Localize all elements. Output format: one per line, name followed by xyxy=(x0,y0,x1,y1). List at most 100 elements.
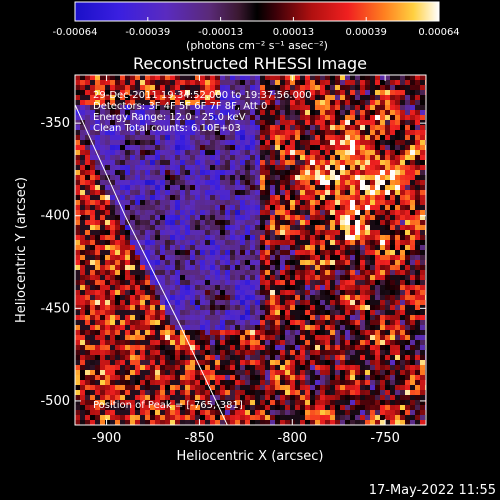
heatmap-cell xyxy=(325,410,331,416)
heatmap-cell xyxy=(225,155,231,161)
heatmap-cell xyxy=(370,165,376,171)
heatmap-cell xyxy=(195,345,201,351)
heatmap-cell xyxy=(285,240,291,246)
heatmap-cell xyxy=(380,205,386,211)
heatmap-cell xyxy=(405,370,411,376)
heatmap-cell xyxy=(75,350,81,356)
heatmap-cell xyxy=(390,360,396,366)
heatmap-cell xyxy=(310,200,316,206)
heatmap-cell xyxy=(270,265,276,271)
heatmap-cell xyxy=(220,165,226,171)
heatmap-cell xyxy=(175,215,181,221)
heatmap-cell xyxy=(285,280,291,286)
heatmap-cell xyxy=(95,415,101,421)
heatmap-cell xyxy=(170,360,176,366)
heatmap-cell xyxy=(415,245,421,251)
heatmap-cell xyxy=(315,300,321,306)
heatmap-cell xyxy=(105,250,111,256)
heatmap-cell xyxy=(345,165,351,171)
heatmap-cell xyxy=(255,165,261,171)
heatmap-cell xyxy=(410,85,416,91)
heatmap-cell xyxy=(285,230,291,236)
heatmap-cell xyxy=(320,105,326,111)
heatmap-cell xyxy=(115,160,121,166)
heatmap-cell xyxy=(210,365,216,371)
heatmap-cell xyxy=(145,180,151,186)
heatmap-cell xyxy=(235,320,241,326)
heatmap-cell xyxy=(155,145,161,151)
heatmap-cell xyxy=(265,220,271,226)
heatmap-cell xyxy=(310,195,316,201)
heatmap-cell xyxy=(415,345,421,351)
heatmap-cell xyxy=(140,360,146,366)
heatmap-cell xyxy=(125,280,131,286)
heatmap-cell xyxy=(230,385,236,391)
heatmap-cell xyxy=(110,140,116,146)
heatmap-cell xyxy=(410,385,416,391)
heatmap-cell xyxy=(110,350,116,356)
heatmap-cell xyxy=(145,95,151,101)
heatmap-cell xyxy=(105,240,111,246)
heatmap-cell xyxy=(255,255,261,261)
heatmap-cell xyxy=(170,315,176,321)
heatmap-cell xyxy=(230,285,236,291)
heatmap-cell xyxy=(300,230,306,236)
heatmap-cell xyxy=(225,410,231,416)
heatmap-cell xyxy=(180,305,186,311)
heatmap-cell xyxy=(205,200,211,206)
heatmap-cell xyxy=(165,280,171,286)
heatmap-cell xyxy=(215,90,221,96)
heatmap-cell xyxy=(240,175,246,181)
heatmap-cell xyxy=(95,150,101,156)
heatmap-cell xyxy=(410,80,416,86)
heatmap-cell xyxy=(100,385,106,391)
heatmap-cell xyxy=(395,315,401,321)
heatmap-cell xyxy=(375,170,381,176)
heatmap-cell xyxy=(195,245,201,251)
heatmap-cell xyxy=(130,215,136,221)
heatmap-cell xyxy=(285,300,291,306)
heatmap-cell xyxy=(75,340,81,346)
heatmap-cell xyxy=(245,180,251,186)
heatmap-cell xyxy=(115,90,121,96)
heatmap-cell xyxy=(330,180,336,186)
heatmap-cell xyxy=(235,215,241,221)
heatmap-cell xyxy=(265,415,271,421)
heatmap-cell xyxy=(105,105,111,111)
heatmap-cell xyxy=(320,275,326,281)
heatmap-cell xyxy=(230,145,236,151)
heatmap-cell xyxy=(255,155,261,161)
heatmap-cell xyxy=(200,285,206,291)
heatmap-cell xyxy=(340,340,346,346)
heatmap-cell xyxy=(265,145,271,151)
heatmap-cell xyxy=(90,310,96,316)
heatmap-cell xyxy=(300,170,306,176)
heatmap-cell xyxy=(215,380,221,386)
heatmap-cell xyxy=(130,270,136,276)
heatmap-cell xyxy=(295,390,301,396)
heatmap-cell xyxy=(225,395,231,401)
heatmap-cell xyxy=(175,80,181,86)
heatmap-cell xyxy=(275,175,281,181)
heatmap-cell xyxy=(385,305,391,311)
heatmap-cell xyxy=(395,85,401,91)
heatmap-cell xyxy=(265,180,271,186)
heatmap-cell xyxy=(245,200,251,206)
heatmap-cell xyxy=(140,230,146,236)
heatmap-cell xyxy=(255,330,261,336)
heatmap-cell xyxy=(360,245,366,251)
heatmap-cell xyxy=(325,240,331,246)
heatmap-cell xyxy=(300,240,306,246)
heatmap-cell xyxy=(80,185,86,191)
heatmap-cell xyxy=(90,280,96,286)
heatmap-cell xyxy=(295,290,301,296)
heatmap-cell xyxy=(315,165,321,171)
heatmap-cell xyxy=(415,205,421,211)
heatmap-cell xyxy=(420,380,426,386)
heatmap-cell xyxy=(115,295,121,301)
heatmap-cell xyxy=(295,395,301,401)
heatmap-cell xyxy=(250,175,256,181)
heatmap-cell xyxy=(245,105,251,111)
heatmap-cell xyxy=(95,380,101,386)
heatmap-cell xyxy=(195,280,201,286)
